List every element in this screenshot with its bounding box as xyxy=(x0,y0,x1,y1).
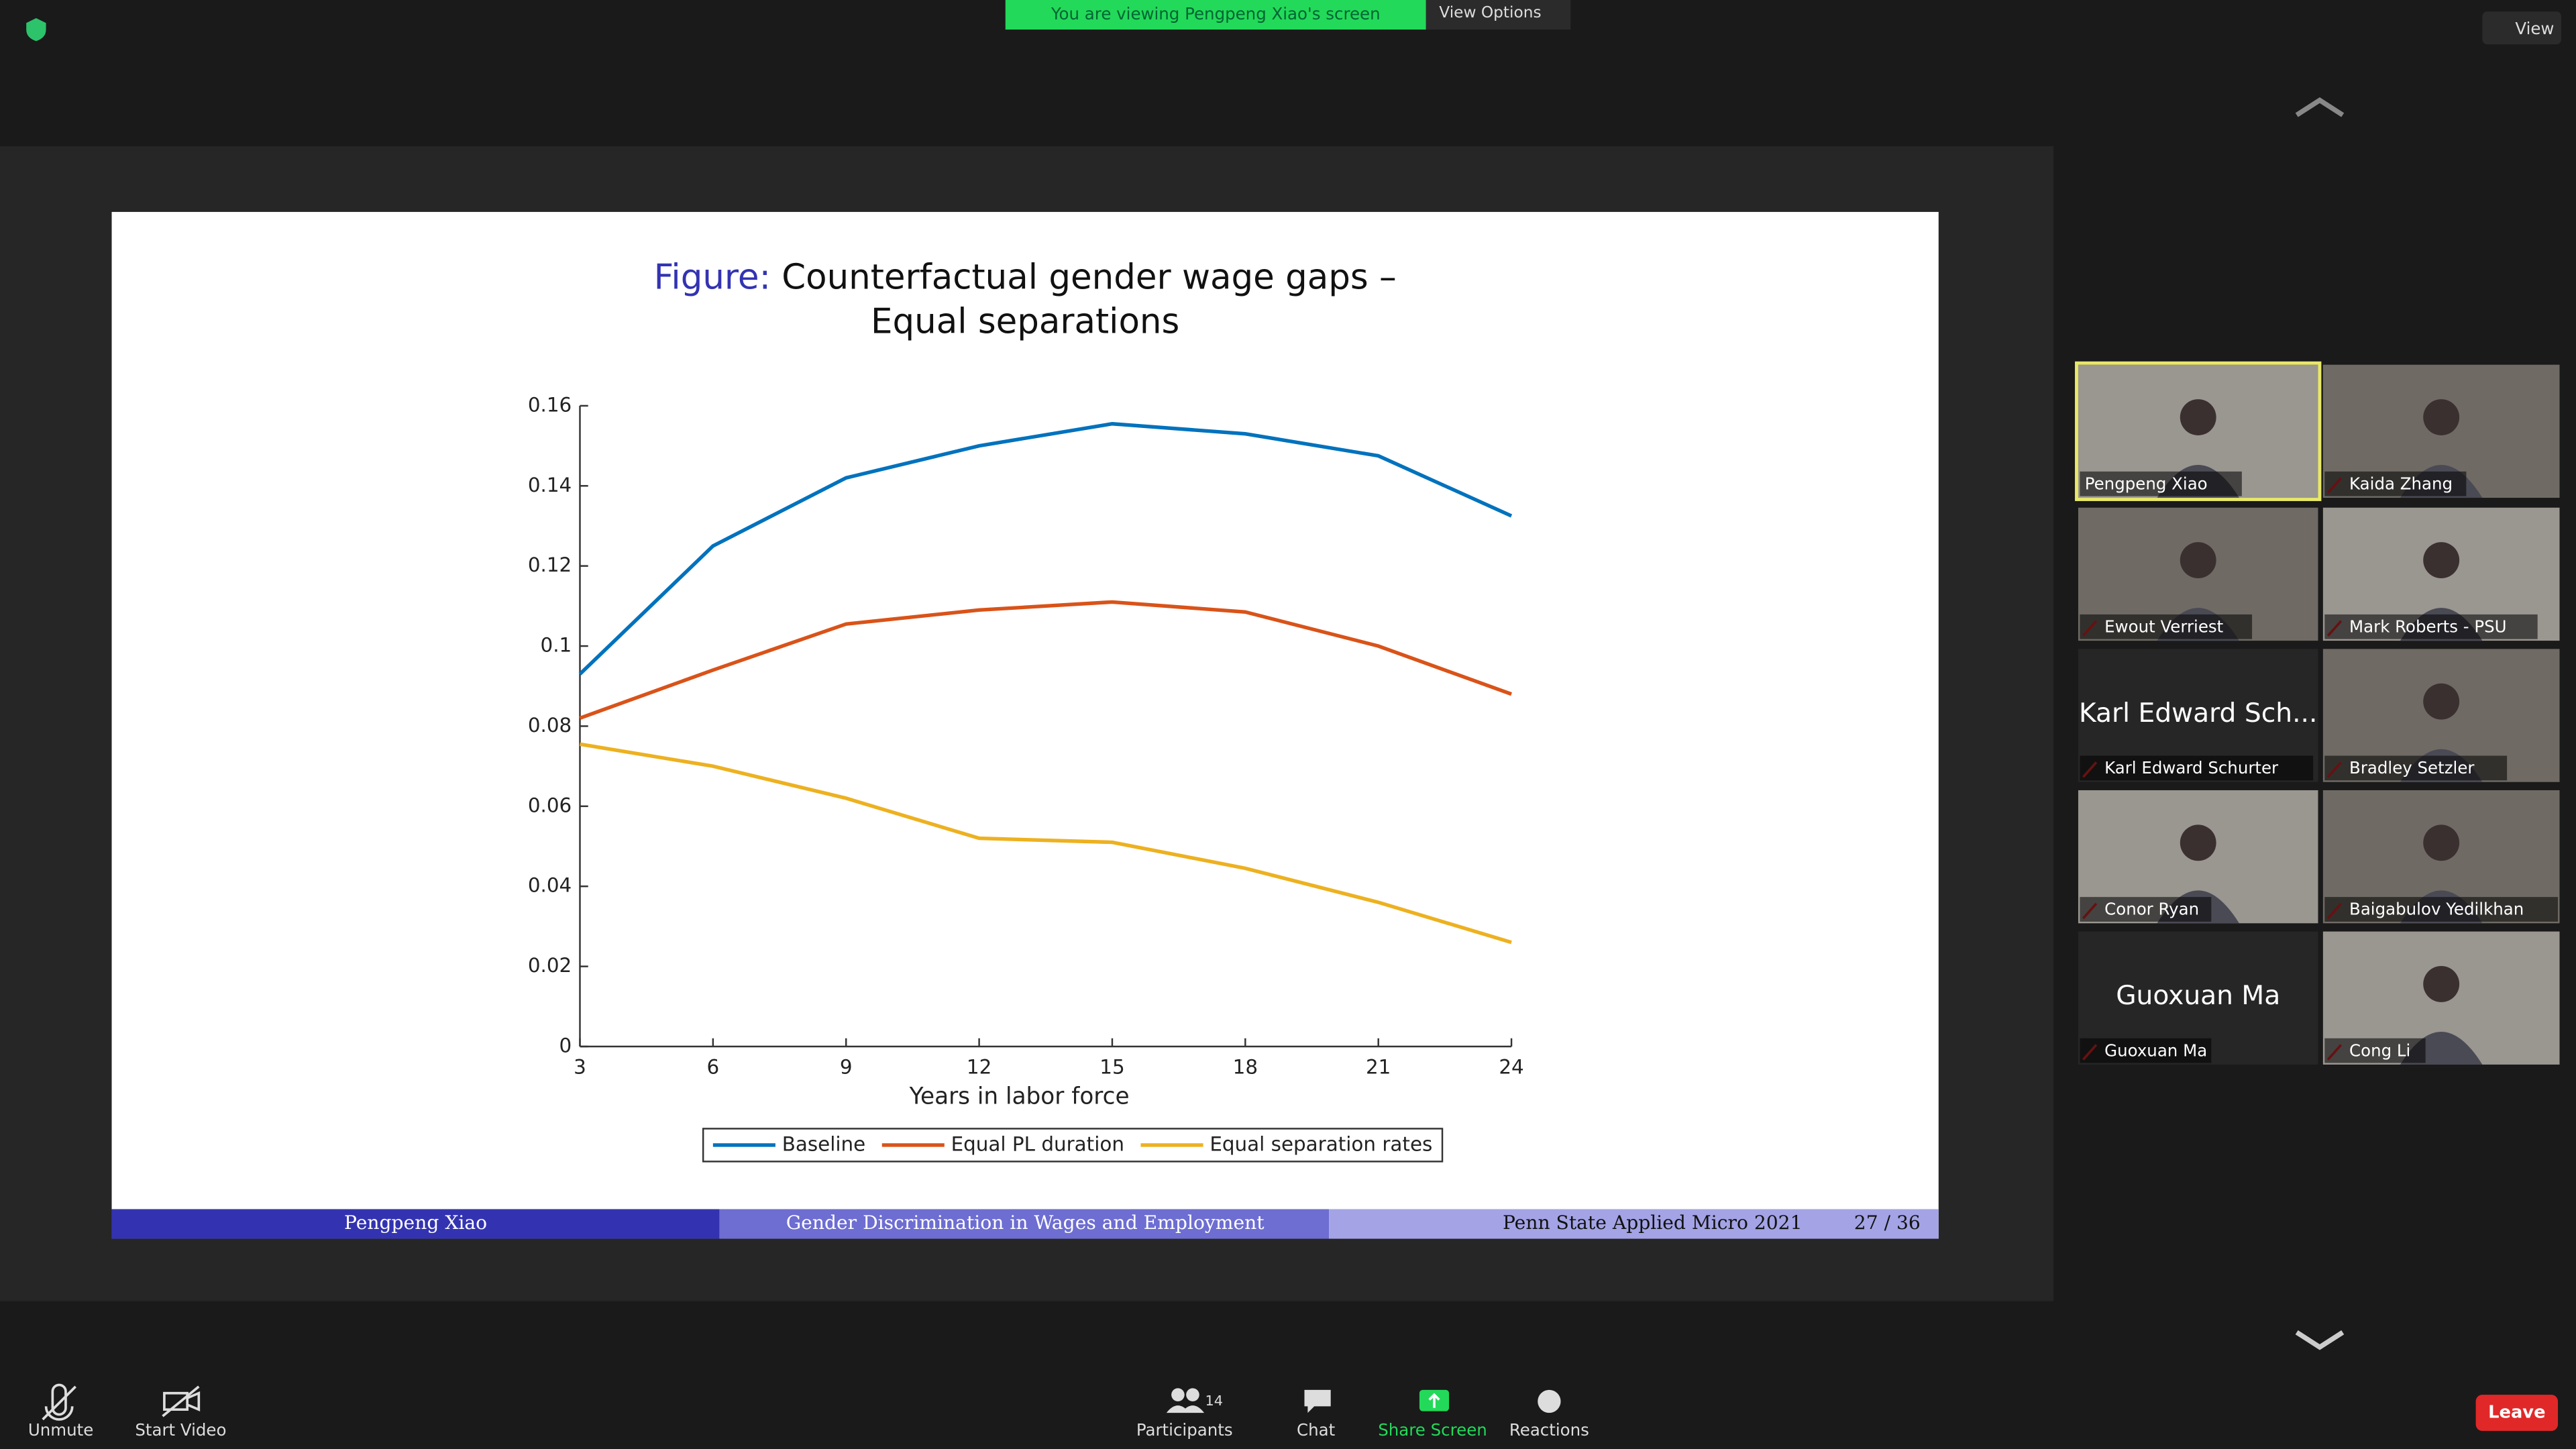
y-tick-label: 0.14 xyxy=(528,474,572,496)
chat-icon[interactable] xyxy=(1304,1389,1331,1413)
tile-name: Guoxuan Ma xyxy=(2104,1040,2207,1060)
legend xyxy=(702,1128,1444,1163)
participant-video xyxy=(2180,399,2216,435)
y-tick-label: 0.12 xyxy=(528,553,572,576)
reactions-label[interactable]: Reactions xyxy=(1509,1420,1589,1440)
tile-name: Karl Edward Schurter xyxy=(2104,758,2279,777)
banner-text: You are viewing Pengpeng Xiao's screen xyxy=(1051,4,1381,23)
participants-icon[interactable] xyxy=(1166,1405,1205,1413)
x-axis-label: Years in labor force xyxy=(909,1083,1130,1110)
tile-name: Kaida Zhang xyxy=(2349,474,2453,493)
participant-video xyxy=(2180,542,2216,579)
x-tick-label: 18 xyxy=(1233,1055,1258,1078)
title-line: Equal separations xyxy=(871,301,1179,341)
leave-button[interactable] xyxy=(2475,1395,2559,1432)
security-icon[interactable] xyxy=(26,17,46,42)
x-tick-label: 3 xyxy=(574,1055,586,1078)
name-backdrop xyxy=(2080,755,2314,781)
legend-label: Equal PL duration xyxy=(951,1132,1124,1155)
slide xyxy=(111,211,1939,1239)
legend-label: Baseline xyxy=(782,1132,866,1155)
name-backdrop xyxy=(2324,755,2508,781)
tile-name: Ewout Verriest xyxy=(2104,617,2224,637)
x-tick-label: 24 xyxy=(1499,1055,1523,1078)
participant-video xyxy=(2423,683,2460,720)
mic-icon[interactable] xyxy=(42,1383,76,1421)
x-tick-label: 9 xyxy=(840,1055,853,1078)
participants-icon[interactable] xyxy=(1186,1388,1199,1401)
view-text[interactable]: View xyxy=(2515,19,2554,38)
name-backdrop xyxy=(2324,897,2559,922)
name-backdrop xyxy=(2324,471,2467,496)
tile-name: Bradley Setzler xyxy=(2349,758,2475,777)
slide-title: Figure: Counterfactual gender wage gaps … xyxy=(654,257,1397,297)
start-video-label[interactable]: Start Video xyxy=(135,1420,226,1440)
footer-page: 27 / 36 xyxy=(1854,1212,1921,1234)
share-icon[interactable] xyxy=(1428,1393,1440,1408)
participant-video xyxy=(2423,966,2460,1002)
x-tick-label: 15 xyxy=(1099,1055,1124,1078)
tile-display-name: Guoxuan Ma xyxy=(2116,981,2280,1011)
footer-bar xyxy=(111,1209,720,1239)
data-line xyxy=(578,422,1513,676)
x-tick-label: 12 xyxy=(967,1055,991,1078)
y-tick-label: 0.1 xyxy=(541,634,572,657)
y-tick-label: 0 xyxy=(559,1034,572,1057)
reactions-icon[interactable] xyxy=(1538,1389,1561,1413)
participants-label[interactable]: Participants xyxy=(1136,1420,1233,1440)
name-backdrop xyxy=(2080,1038,2212,1063)
scroll-down[interactable] xyxy=(2295,1330,2345,1350)
tile-name: Cong Li xyxy=(2349,1040,2410,1060)
participants-icon[interactable] xyxy=(1171,1388,1185,1401)
share-label[interactable]: Share Screen xyxy=(1378,1420,1487,1440)
tile-display-name: Karl Edward Sch... xyxy=(2079,698,2317,729)
title-label: Figure: xyxy=(654,257,771,297)
data-line xyxy=(579,600,1512,720)
active-speaker xyxy=(2075,361,2322,501)
y-tick-label: 0.02 xyxy=(528,954,572,977)
leave-label[interactable]: Leave xyxy=(2488,1403,2545,1423)
chart: 0 0.02 0.04 0.06 0.08 0.1 0.12 0.14 0.16 3 6 9 12 15 1… xyxy=(528,393,1524,1163)
name-backdrop xyxy=(2324,614,2538,639)
name-backdrop xyxy=(2324,1038,2426,1063)
view-button[interactable] xyxy=(2482,11,2561,45)
tile-name: Pengpeng Xiao xyxy=(2085,474,2208,493)
x-tick-label: 21 xyxy=(1366,1055,1391,1078)
title-line: Counterfactual gender wage gaps – xyxy=(782,257,1396,297)
view-options-text[interactable]: View Options xyxy=(1439,3,1541,21)
participant-video xyxy=(2423,399,2460,435)
footer-author: Pengpeng Xiao xyxy=(344,1212,487,1234)
tile-name: Baigabulov Yedilkhan xyxy=(2349,900,2524,919)
footer-bar xyxy=(1329,1209,1939,1239)
y-tick-label: 0.04 xyxy=(528,874,572,897)
name-backdrop xyxy=(2080,471,2242,496)
footer-event: Penn State Applied Micro 2021 xyxy=(1503,1212,1803,1234)
video-icon[interactable] xyxy=(162,1385,201,1417)
participant-video xyxy=(2423,824,2460,861)
unmute-label[interactable]: Unmute xyxy=(28,1420,93,1440)
viewing-banner xyxy=(1005,0,1426,30)
footer-talk: Gender Discrimination in Wages and Emplo… xyxy=(786,1212,1265,1234)
chat-label[interactable]: Chat xyxy=(1297,1420,1336,1440)
data-line xyxy=(580,742,1512,945)
legend-label: Equal separation rates xyxy=(1210,1132,1432,1155)
name-backdrop xyxy=(2080,897,2212,922)
tile-name: Mark Roberts - PSU xyxy=(2349,617,2507,637)
participant-video xyxy=(2180,824,2216,861)
footer-bar xyxy=(719,1209,1330,1239)
gallery: Pengpeng Xiao Kaida Zhang Ewout Verriest Ma… xyxy=(2075,361,2560,1065)
x-tick-label: 6 xyxy=(707,1055,720,1078)
name-backdrop xyxy=(2080,614,2253,639)
scroll-up[interactable] xyxy=(2295,97,2345,117)
y-tick-label: 0.06 xyxy=(528,794,572,816)
y-tick-label: 0.08 xyxy=(528,714,572,737)
y-tick-label: 0.16 xyxy=(528,393,572,416)
participant-video xyxy=(2423,542,2460,579)
toolbar xyxy=(0,1377,2576,1449)
tile-name: Conor Ryan xyxy=(2104,900,2199,919)
view-options-button[interactable] xyxy=(1426,0,1571,30)
participant-count[interactable]: 14 xyxy=(1205,1393,1223,1409)
